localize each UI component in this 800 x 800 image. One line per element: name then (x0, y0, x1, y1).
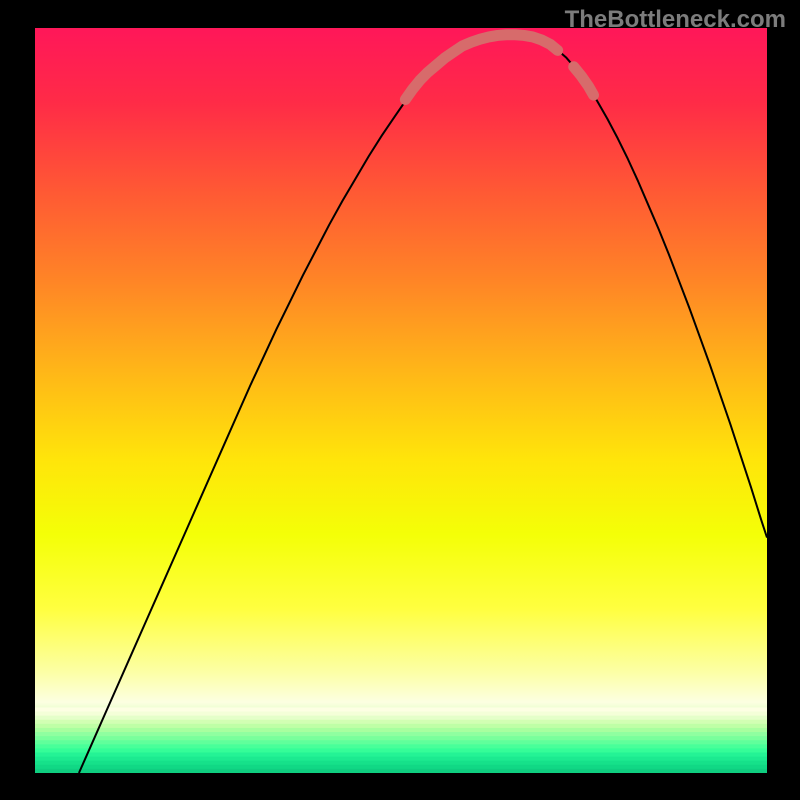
chart-canvas: TheBottleneck.com (0, 0, 800, 800)
plot-area (35, 28, 767, 773)
watermark-text: TheBottleneck.com (565, 6, 786, 34)
bottom-stripes (35, 707, 767, 773)
bottleneck-chart (35, 28, 767, 773)
gradient-background (35, 28, 767, 773)
